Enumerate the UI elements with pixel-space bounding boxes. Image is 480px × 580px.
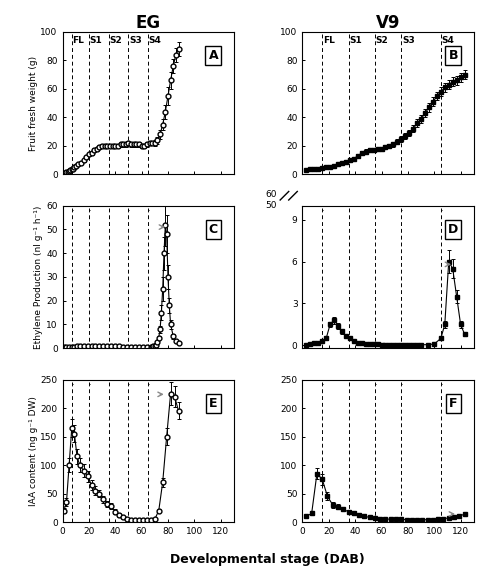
Text: S4: S4 — [441, 384, 443, 385]
Text: D: D — [447, 223, 457, 236]
Text: FL: FL — [72, 36, 84, 45]
Text: FL: FL — [322, 36, 334, 45]
Text: S1: S1 — [348, 210, 350, 211]
Text: S4: S4 — [148, 210, 151, 211]
Text: S1: S1 — [89, 36, 102, 45]
Text: S4: S4 — [441, 36, 454, 45]
Text: B: B — [447, 49, 457, 62]
Title: EG: EG — [135, 14, 160, 32]
Text: S1: S1 — [348, 36, 361, 45]
Text: S1: S1 — [348, 384, 350, 385]
Text: S1: S1 — [89, 384, 91, 385]
Text: Developmental stage (DAB): Developmental stage (DAB) — [169, 553, 363, 566]
Text: S2: S2 — [109, 384, 111, 385]
Text: S3: S3 — [129, 384, 131, 385]
Text: S2: S2 — [375, 36, 387, 45]
Text: S4: S4 — [148, 36, 161, 45]
Text: FL: FL — [322, 384, 324, 385]
Text: S2: S2 — [375, 384, 377, 385]
Text: FL: FL — [72, 210, 74, 211]
Y-axis label: IAA content (ng g⁻¹ DW): IAA content (ng g⁻¹ DW) — [29, 396, 37, 506]
Text: S3: S3 — [401, 384, 403, 385]
Text: C: C — [208, 223, 217, 236]
Text: S1: S1 — [89, 210, 91, 211]
Text: S2: S2 — [109, 210, 111, 211]
Text: S3: S3 — [401, 210, 403, 211]
Text: E: E — [209, 397, 217, 409]
Text: 50: 50 — [264, 201, 276, 210]
Y-axis label: Fruit fresh weight (g): Fruit fresh weight (g) — [29, 56, 37, 151]
Text: S2: S2 — [109, 36, 122, 45]
Text: A: A — [208, 49, 218, 62]
Text: FL: FL — [72, 384, 74, 385]
Text: F: F — [448, 397, 456, 409]
Y-axis label: Ethylene Production (nl g⁻¹ h⁻¹): Ethylene Production (nl g⁻¹ h⁻¹) — [34, 205, 43, 349]
Title: V9: V9 — [375, 14, 399, 32]
Text: S3: S3 — [129, 210, 131, 211]
Text: S2: S2 — [375, 210, 377, 211]
Text: S4: S4 — [148, 384, 151, 385]
Text: 60: 60 — [264, 190, 276, 199]
Text: S3: S3 — [401, 36, 414, 45]
Text: FL: FL — [322, 210, 324, 211]
Text: S4: S4 — [441, 210, 443, 211]
Text: S3: S3 — [129, 36, 142, 45]
